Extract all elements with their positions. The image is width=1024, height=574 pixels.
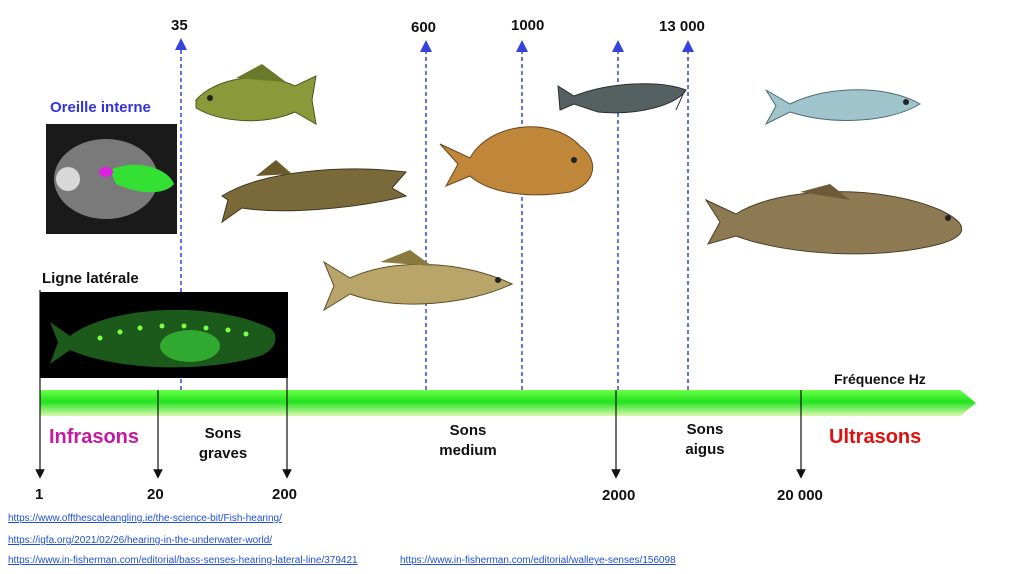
zone-sons-aigus-line2: aigus <box>685 441 725 458</box>
frequency-bar <box>40 390 976 416</box>
herring-fish-icon <box>764 89 921 126</box>
zone-infrasons: Infrasons <box>49 426 140 448</box>
inner-ear-label: Oreille interne <box>50 99 151 116</box>
link-offthescale[interactable]: https://www.offthescaleangling.ie/the-sc… <box>8 513 282 524</box>
carp-fish-icon <box>439 126 594 196</box>
bottom-freq-2000: 2000 <box>602 487 636 504</box>
pike-fish-icon <box>221 160 408 224</box>
zone-sons-aigus-line1: Sons <box>686 421 724 438</box>
axis-label: Fréquence Hz <box>834 371 926 387</box>
zone-sons-medium-line1: Sons <box>449 422 487 439</box>
cod-fish-icon <box>704 184 963 255</box>
top-freq-35: 35 <box>171 17 188 34</box>
link-igfa[interactable]: https://igfa.org/2021/02/26/hearing-in-t… <box>8 535 273 546</box>
bottom-freq-1: 1 <box>35 486 44 503</box>
bottom-freq-20000: 20 000 <box>777 487 823 504</box>
top-freq-1000: 1000 <box>511 17 545 34</box>
catfish-fish-icon <box>557 83 687 114</box>
top-freq-600: 600 <box>411 19 437 36</box>
zone-sons-graves-line1: Sons <box>204 425 242 442</box>
top-freq-13000: 13 000 <box>659 18 705 35</box>
inner-ear-image <box>46 124 177 234</box>
zone-sons-graves: Sons graves <box>188 424 258 464</box>
link-walleye-senses[interactable]: https://www.in-fisherman.com/editorial/w… <box>400 555 676 566</box>
lateral-line-label: Ligne latérale <box>42 270 139 287</box>
link-bass-senses[interactable]: https://www.in-fisherman.com/editorial/b… <box>8 555 358 566</box>
lateral-line-image <box>40 292 288 378</box>
zone-sons-medium-line2: medium <box>439 442 497 459</box>
bottom-freq-20: 20 <box>147 486 164 503</box>
bass-fish-icon <box>195 64 317 125</box>
zone-sons-aigus: Sons aigus <box>670 420 740 460</box>
zone-sons-graves-line2: graves <box>198 445 248 462</box>
walleye-fish-icon <box>322 250 514 312</box>
zone-sons-medium: Sons medium <box>430 421 506 461</box>
bottom-freq-200: 200 <box>272 486 298 503</box>
zone-ultrasons: Ultrasons <box>829 426 922 448</box>
